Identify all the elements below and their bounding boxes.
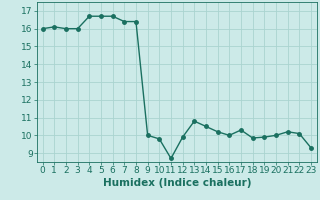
X-axis label: Humidex (Indice chaleur): Humidex (Indice chaleur) xyxy=(102,178,251,188)
